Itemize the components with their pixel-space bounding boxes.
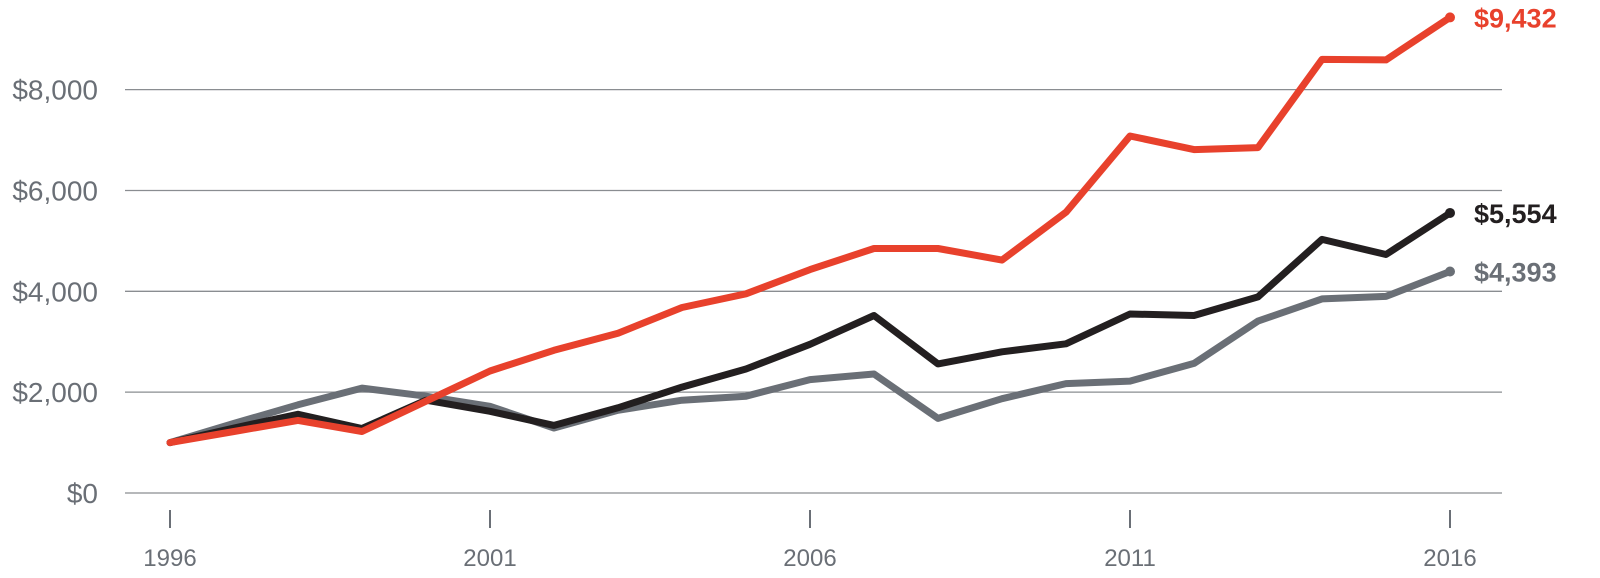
- x-tick-label: 2001: [463, 545, 516, 572]
- x-tick-label: 1996: [143, 545, 196, 572]
- y-tick-label: $2,000: [12, 377, 98, 408]
- series-lines: [166, 12, 1455, 447]
- x-tick-label: 2016: [1423, 545, 1476, 572]
- series-end-point-1: [1445, 207, 1455, 218]
- series-line-1: [166, 209, 1454, 447]
- y-tick-label: $0: [67, 478, 98, 509]
- y-axis: $0 $2,000 $4,000 $6,000 $8,000: [12, 75, 98, 509]
- x-tick-label: 2006: [783, 545, 836, 572]
- x-axis: 1996 2001 2006 2011 2016: [143, 510, 1477, 572]
- series-line-0: [166, 268, 1454, 447]
- end-labels: $4,393 $5,554 $9,432: [1474, 3, 1557, 287]
- y-tick-label: $4,000: [12, 276, 98, 307]
- series-end-point-0: [1445, 266, 1455, 277]
- x-tick-label: 2011: [1104, 545, 1156, 572]
- y-tick-label: $8,000: [12, 75, 98, 106]
- series-end-point-2: [1445, 12, 1455, 23]
- series-end-label-1: $5,554: [1474, 199, 1557, 229]
- series-line-2: [166, 13, 1454, 447]
- series-end-label-0: $4,393: [1474, 258, 1557, 288]
- y-tick-label: $6,000: [12, 175, 98, 206]
- gridlines: [125, 88, 1502, 494]
- series-end-label-2: $9,432: [1474, 3, 1557, 33]
